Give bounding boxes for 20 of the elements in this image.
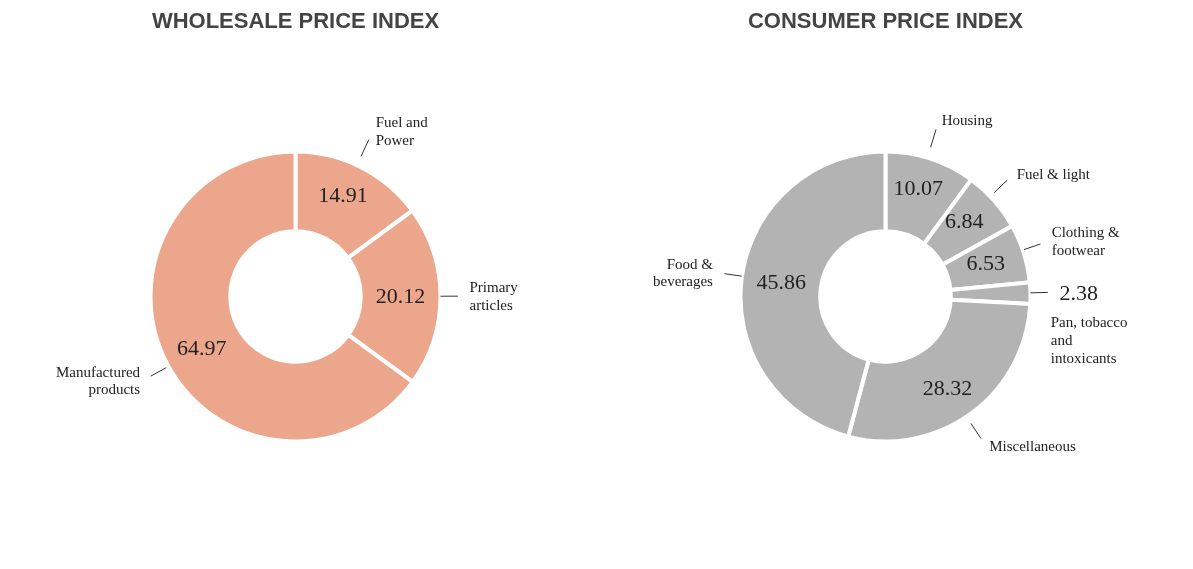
slice-label: Housing [941, 112, 993, 129]
slice-label: Primary articles [469, 279, 519, 313]
data-label: 14.91 [318, 181, 368, 207]
slice-label: Fuel and Power [375, 114, 429, 149]
slice-label: Miscellaneous [989, 438, 1076, 455]
data-label: 28.32 [922, 375, 973, 401]
data-label: 2.38 [1059, 279, 1098, 305]
data-label: 64.97 [177, 335, 227, 361]
data-label: 20.12 [375, 283, 426, 309]
data-label: 45.86 [756, 268, 807, 294]
slice-label: Clothing & footwear [1051, 224, 1120, 258]
slice-label: Pan, tobacco and intoxicants [1050, 314, 1128, 366]
slice-label: Manufactured products [55, 363, 141, 398]
data-label: 10.07 [893, 175, 943, 201]
data-label: 6.84 [945, 208, 984, 234]
chart-title: WHOLESALE PRICE INDEX [151, 7, 440, 33]
slice-label: Food & beverages [652, 255, 714, 290]
slice-label: Fuel & light [1016, 165, 1091, 182]
chart-title: CONSUMER PRICE INDEX [747, 7, 1024, 33]
data-label: 6.53 [966, 249, 1006, 275]
